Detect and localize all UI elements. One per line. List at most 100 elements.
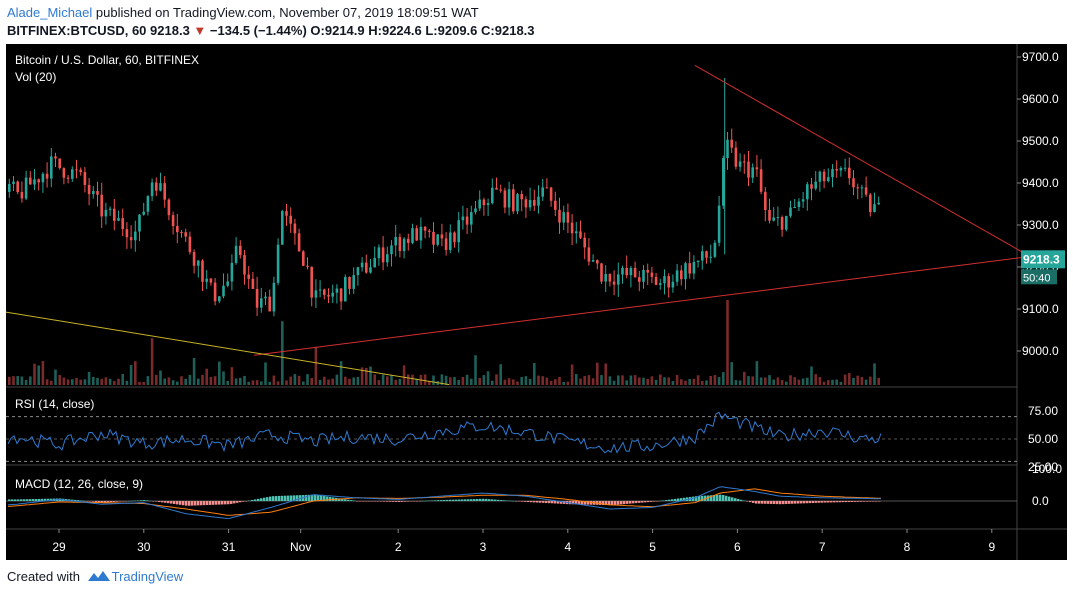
volume-bar bbox=[575, 374, 578, 385]
volume-bar bbox=[104, 377, 108, 385]
candle-body bbox=[108, 208, 112, 210]
macd-histogram-bar bbox=[536, 501, 539, 503]
macd-histogram-bar bbox=[83, 500, 86, 502]
candle-body bbox=[432, 231, 435, 245]
macd-histogram-bar bbox=[308, 494, 311, 501]
macd-histogram-bar bbox=[329, 496, 332, 501]
macd-histogram-bar bbox=[731, 497, 734, 501]
macd-histogram-bar bbox=[128, 500, 131, 502]
candle-body bbox=[318, 289, 322, 291]
volume-bar bbox=[62, 377, 66, 385]
open-value: 9214.9 bbox=[324, 23, 365, 38]
candle-body bbox=[436, 234, 439, 245]
macd-histogram-bar bbox=[509, 500, 512, 502]
macd-histogram-bar bbox=[500, 500, 503, 501]
candle-body bbox=[554, 200, 557, 210]
countdown-label: 50:40 bbox=[1023, 272, 1051, 284]
candle-body bbox=[549, 187, 553, 201]
macd-histogram-bar bbox=[539, 501, 542, 503]
macd-histogram-bar bbox=[419, 501, 422, 502]
macd-histogram-bar bbox=[554, 501, 557, 504]
macd-histogram-bar bbox=[8, 499, 11, 501]
volume-bar bbox=[650, 376, 654, 385]
macd-histogram-bar bbox=[851, 501, 854, 502]
volume-bar bbox=[642, 377, 645, 385]
candle-body bbox=[537, 196, 540, 206]
candle-body bbox=[142, 211, 145, 215]
candle-body bbox=[197, 260, 200, 266]
candle-body bbox=[377, 247, 381, 259]
macd-histogram-bar bbox=[23, 499, 26, 501]
candle-body bbox=[869, 194, 872, 213]
candle-body bbox=[310, 266, 313, 298]
candle-body bbox=[155, 182, 158, 191]
macd-histogram-bar bbox=[869, 501, 872, 502]
macd-histogram-bar bbox=[197, 501, 200, 506]
volume-bar bbox=[713, 375, 717, 385]
macd-histogram-bar bbox=[359, 501, 362, 502]
macd-histogram-bar bbox=[353, 500, 356, 502]
trendline-upper bbox=[694, 64, 1031, 257]
macd-histogram-bar bbox=[281, 495, 284, 501]
macd-histogram-bar bbox=[296, 495, 299, 501]
volume-bar bbox=[785, 381, 788, 385]
macd-histogram-bar bbox=[440, 500, 443, 501]
candle-body bbox=[675, 270, 679, 282]
chart-canvas[interactable]: Bitcoin / U.S. Dollar, 60, BITFINEX Vol (… bbox=[6, 44, 1067, 560]
macd-histogram-bar bbox=[839, 501, 842, 503]
candle-body bbox=[688, 263, 691, 274]
volume-bar bbox=[423, 374, 427, 385]
volume-bar bbox=[163, 378, 166, 385]
macd-histogram-bar bbox=[236, 501, 239, 503]
author-name[interactable]: Alade_Michael bbox=[7, 5, 93, 20]
volume-bar bbox=[453, 377, 456, 385]
volume-bar bbox=[827, 380, 830, 385]
macd-histogram-bar bbox=[347, 499, 350, 501]
macd-histogram-bar bbox=[740, 499, 743, 501]
macd-histogram-bar bbox=[215, 501, 218, 505]
volume-bar bbox=[155, 374, 158, 385]
volume-bar bbox=[537, 375, 540, 385]
macd-histogram-bar bbox=[647, 501, 650, 503]
candle-body bbox=[247, 274, 250, 279]
x-tick-label: 9 bbox=[988, 540, 995, 554]
volume-bar bbox=[629, 375, 633, 385]
macd-histogram-bar bbox=[680, 498, 683, 501]
candle-body bbox=[66, 177, 70, 179]
price-change: −134.5 (−1.44%) bbox=[209, 23, 307, 38]
macd-histogram-bar bbox=[479, 498, 482, 501]
macd-histogram-bar bbox=[488, 499, 491, 501]
macd-label: MACD (12, 26, close, 9) bbox=[15, 477, 143, 491]
candle-body bbox=[16, 181, 19, 193]
candle-body bbox=[230, 262, 234, 282]
candle-body bbox=[701, 251, 704, 261]
macd-histogram-bar bbox=[830, 501, 833, 503]
macd-histogram-bar bbox=[518, 501, 521, 502]
macd-histogram-bar bbox=[11, 499, 14, 501]
published-text: published on TradingView.com, November 0… bbox=[95, 5, 479, 20]
macd-histogram-bar bbox=[599, 501, 602, 505]
volume-bar bbox=[516, 381, 519, 385]
macd-histogram-bar bbox=[749, 501, 752, 503]
volume-bar bbox=[209, 377, 213, 385]
volume-bar bbox=[8, 376, 11, 385]
candle-body bbox=[625, 267, 628, 276]
macd-histogram-bar bbox=[494, 499, 497, 501]
volume-bar bbox=[797, 379, 801, 385]
macd-histogram-bar bbox=[155, 501, 158, 502]
candle-body bbox=[209, 278, 213, 283]
macd-histogram-bar bbox=[434, 500, 437, 501]
tradingview-brand[interactable]: TradingView bbox=[111, 569, 184, 584]
macd-histogram-bar bbox=[797, 501, 800, 504]
candle-body bbox=[491, 187, 494, 204]
candle-body bbox=[444, 238, 448, 250]
volume-bar bbox=[793, 377, 796, 385]
macd-histogram-bar bbox=[176, 501, 179, 505]
chart-area[interactable]: Bitcoin / U.S. Dollar, 60, BITFINEX Vol (… bbox=[6, 44, 1067, 560]
volume-bar bbox=[29, 376, 32, 385]
volume-bar bbox=[255, 380, 259, 385]
macd-histogram-bar bbox=[431, 500, 434, 501]
volume-bar bbox=[709, 375, 712, 385]
candle-body bbox=[83, 172, 87, 185]
volume-bar bbox=[428, 381, 431, 385]
